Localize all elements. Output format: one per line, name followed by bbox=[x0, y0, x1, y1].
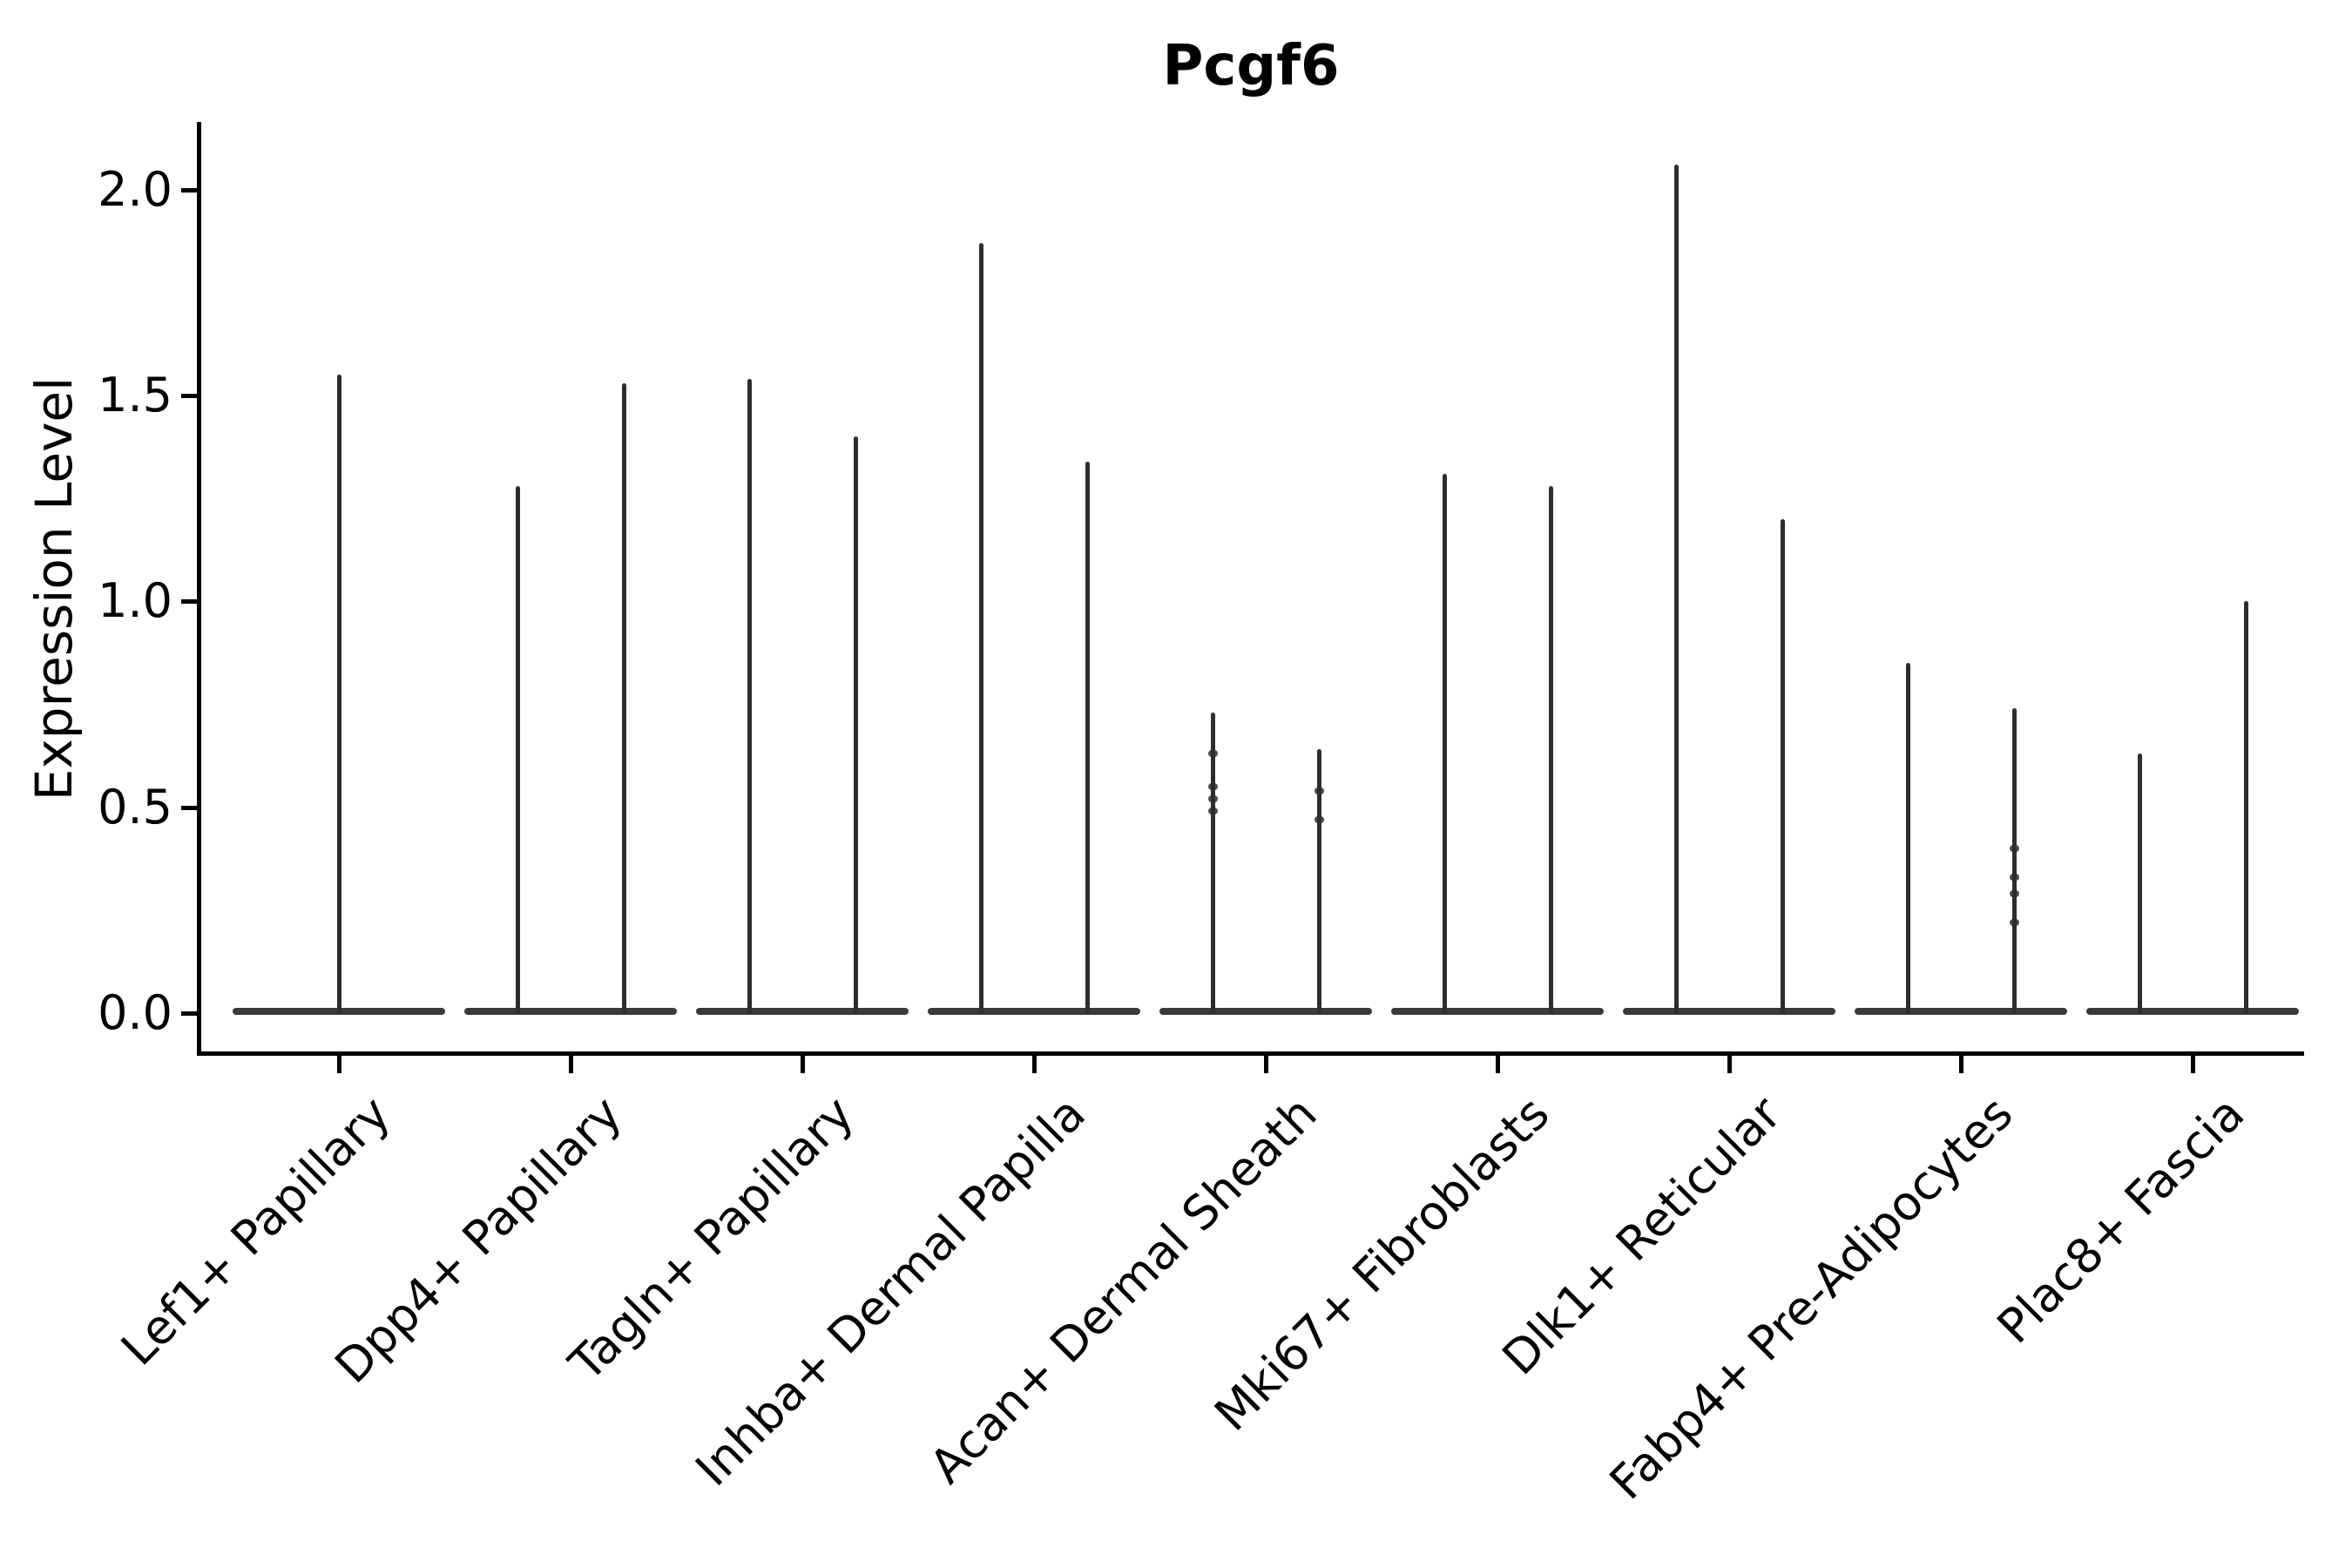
y-tick bbox=[181, 1011, 198, 1016]
violin-baseline bbox=[1623, 1008, 1835, 1015]
violin-spike bbox=[1674, 165, 1679, 1013]
x-tick bbox=[2191, 1056, 2195, 1073]
x-tick bbox=[1959, 1056, 1963, 1073]
violin-spike bbox=[622, 383, 626, 1013]
violin-baseline bbox=[928, 1008, 1140, 1015]
violin-spike bbox=[747, 379, 752, 1013]
violin-spike bbox=[2138, 754, 2142, 1013]
y-axis-spine bbox=[197, 122, 201, 1056]
jitter-dot bbox=[1208, 750, 1218, 757]
y-tick-label: 0.5 bbox=[98, 780, 172, 835]
violin-spike bbox=[854, 436, 858, 1013]
x-tick bbox=[801, 1056, 805, 1073]
x-tick bbox=[1032, 1056, 1037, 1073]
y-tick bbox=[181, 394, 198, 398]
jitter-dot bbox=[1315, 816, 1324, 823]
x-tick bbox=[1727, 1056, 1732, 1073]
violin-spike bbox=[516, 486, 520, 1013]
violin-spike bbox=[2244, 601, 2248, 1013]
violin-spike bbox=[1781, 519, 1785, 1013]
violin-spike bbox=[1211, 713, 1215, 1013]
x-tick-label: Inhba+ Dermal Papilla bbox=[685, 1085, 1097, 1497]
jitter-dot bbox=[2010, 919, 2019, 926]
violin-baseline bbox=[464, 1008, 677, 1015]
jitter-dot bbox=[2010, 845, 2019, 852]
jitter-dot bbox=[2010, 890, 2019, 897]
jitter-dot bbox=[1208, 783, 1218, 790]
jitter-dot bbox=[1208, 808, 1218, 814]
violin-spike bbox=[1085, 462, 1090, 1013]
violin-spike bbox=[1549, 486, 1553, 1013]
x-tick-label: Plac8+ Fascia bbox=[1986, 1085, 2255, 1355]
jitter-dot bbox=[1208, 795, 1218, 802]
x-tick bbox=[337, 1056, 341, 1073]
violin-spike bbox=[1906, 663, 1910, 1013]
y-tick-label: 1.5 bbox=[98, 368, 172, 422]
y-tick bbox=[181, 806, 198, 810]
violin-baseline bbox=[696, 1008, 909, 1015]
violin-baseline bbox=[1159, 1008, 1372, 1015]
y-tick-label: 2.0 bbox=[98, 162, 172, 217]
x-tick bbox=[569, 1056, 573, 1073]
y-tick bbox=[181, 599, 198, 604]
violin-baseline bbox=[2086, 1008, 2299, 1015]
jitter-dot bbox=[2010, 874, 2019, 881]
violin-spike bbox=[1317, 749, 1321, 1013]
x-tick-label: Fabp4+ Pre-Adipocytes bbox=[1598, 1085, 2024, 1511]
x-tick bbox=[1264, 1056, 1268, 1073]
violin-spike bbox=[979, 243, 983, 1013]
violin-baseline bbox=[1391, 1008, 1604, 1015]
violin-spike bbox=[1443, 474, 1447, 1013]
y-tick bbox=[181, 188, 198, 193]
violin-spike bbox=[2012, 708, 2017, 1013]
violin-spike bbox=[337, 375, 341, 1013]
chart-title: Pcgf6 bbox=[1162, 34, 1340, 98]
y-tick-label: 1.0 bbox=[98, 573, 172, 628]
x-axis-spine bbox=[197, 1051, 2304, 1056]
jitter-dot bbox=[1315, 787, 1324, 794]
x-tick bbox=[1496, 1056, 1500, 1073]
y-tick-label: 0.0 bbox=[98, 985, 172, 1040]
violin-baseline bbox=[1855, 1008, 2067, 1015]
x-tick-label: Acan+ Dermal Sheath bbox=[919, 1085, 1328, 1495]
